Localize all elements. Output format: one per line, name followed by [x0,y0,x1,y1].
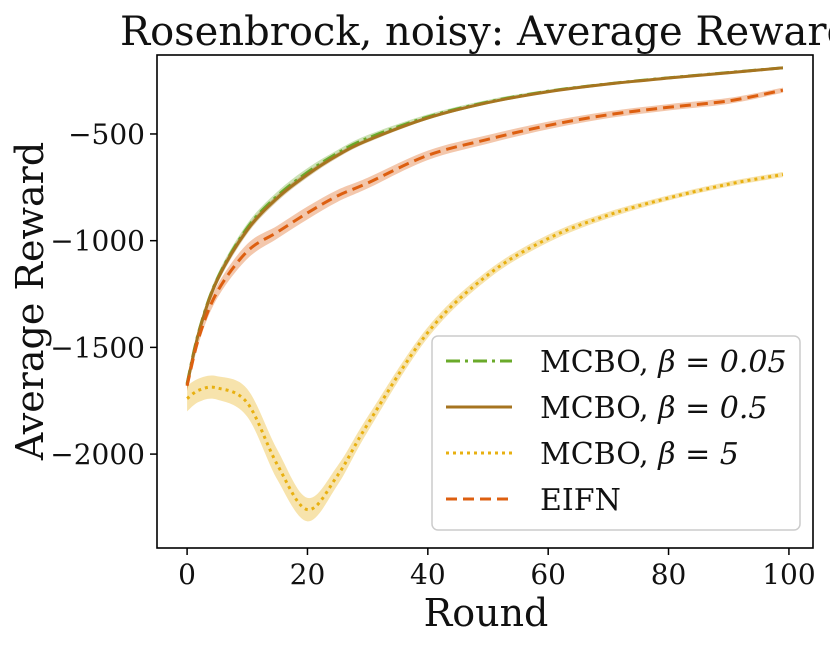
y-tick-label: −1000 [50,225,145,258]
y-tick-label: −2000 [50,438,145,471]
x-tick-label: 40 [410,558,446,591]
x-tick-label: 80 [651,558,687,591]
plot-area-frame [156,54,814,549]
x-tick-label: 20 [290,558,326,591]
series-lines [185,66,784,512]
x-axis-label: Round [424,591,549,635]
y-tick-label: −500 [68,118,145,151]
y-axis-ticks: −500 −1000 −1500 −2000 [50,118,157,471]
series-line-4 [185,88,784,387]
legend-frame [431,335,801,531]
legend-label-1: MCBO, β = 0.05 [540,345,787,380]
legend-label-3: MCBO, β = 5 [540,437,739,472]
legend-label-4: EIFN [540,483,621,518]
y-axis-label: Average Reward [8,142,52,461]
y-tick-label: −1500 [50,331,145,364]
legend-label-2: MCBO, β = 0.5 [540,391,767,426]
x-tick-label: 0 [178,558,196,591]
series-line-3 [186,173,784,512]
x-axis-ticks: 0 20 40 60 80 100 [178,548,816,591]
series-line-2 [185,66,784,386]
x-tick-label: 60 [530,558,566,591]
chart-title: Rosenbrock, noisy: Average Reward [120,9,830,55]
legend: MCBO, β = 0.05 MCBO, β = 0.5 MCBO, β = 5 EI… [431,335,801,531]
x-tick-label: 100 [762,558,815,591]
